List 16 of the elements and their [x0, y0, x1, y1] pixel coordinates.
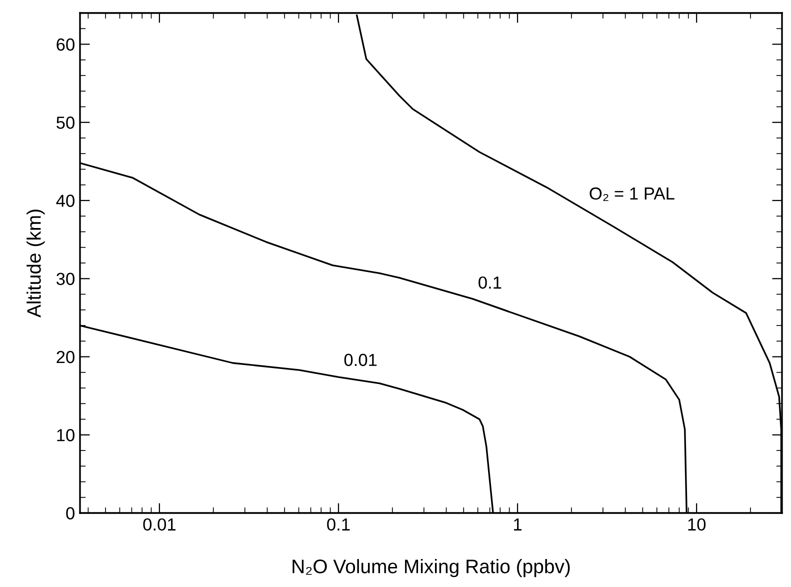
x-tick-label: 1: [514, 518, 522, 530]
annotation: O₂ = 1 PAL: [590, 187, 674, 201]
x-tick-label: 10: [688, 518, 706, 531]
y-tick-label: 0: [66, 507, 74, 520]
y-tick-label: 10: [57, 429, 74, 442]
y-tick-label: 30: [56, 272, 74, 286]
x-tick-label: 0.01: [143, 518, 176, 531]
x-axis-title: N₂O Volume Mixing Ratio (ppbv): [292, 559, 570, 578]
annotation: 0.1: [478, 276, 502, 289]
y-tick-label: 60: [56, 38, 74, 51]
y-tick-label: 50: [56, 116, 74, 129]
y-axis-title: Altitude (km): [26, 210, 45, 318]
x-tick-label: 0.1: [327, 518, 350, 531]
annotation: 0.01: [344, 354, 377, 366]
y-tick-label: 40: [56, 194, 74, 207]
y-tick-label: 20: [56, 350, 74, 364]
